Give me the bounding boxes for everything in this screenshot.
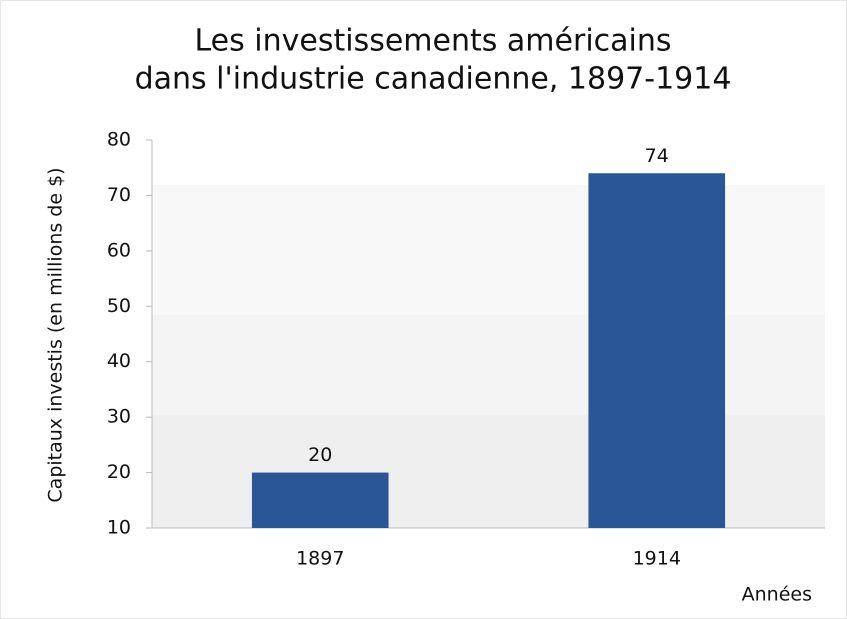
y-tick-label: 70: [107, 184, 131, 206]
chart-title: dans l'industrie canadienne, 1897-1914: [135, 62, 732, 97]
x-axis-label: Années: [742, 584, 812, 606]
y-axis-label: Capitaux investis (en millions de $): [45, 167, 67, 502]
y-tick-label: 60: [107, 239, 131, 261]
chart-title: Les investissements américains: [194, 24, 671, 59]
x-tick-label: 1897: [296, 548, 344, 570]
data-label: 74: [645, 145, 669, 167]
x-tick-label: 1914: [633, 548, 681, 570]
bar: [251, 472, 389, 528]
y-tick-label: 30: [107, 406, 131, 428]
y-tick-label: 80: [107, 129, 131, 151]
data-label: 20: [308, 444, 332, 466]
y-tick-label: 40: [107, 350, 131, 372]
y-tick-label: 50: [107, 295, 131, 317]
y-tick-label: 20: [107, 461, 131, 483]
y-tick-label: 10: [107, 517, 131, 539]
bar: [588, 173, 726, 528]
